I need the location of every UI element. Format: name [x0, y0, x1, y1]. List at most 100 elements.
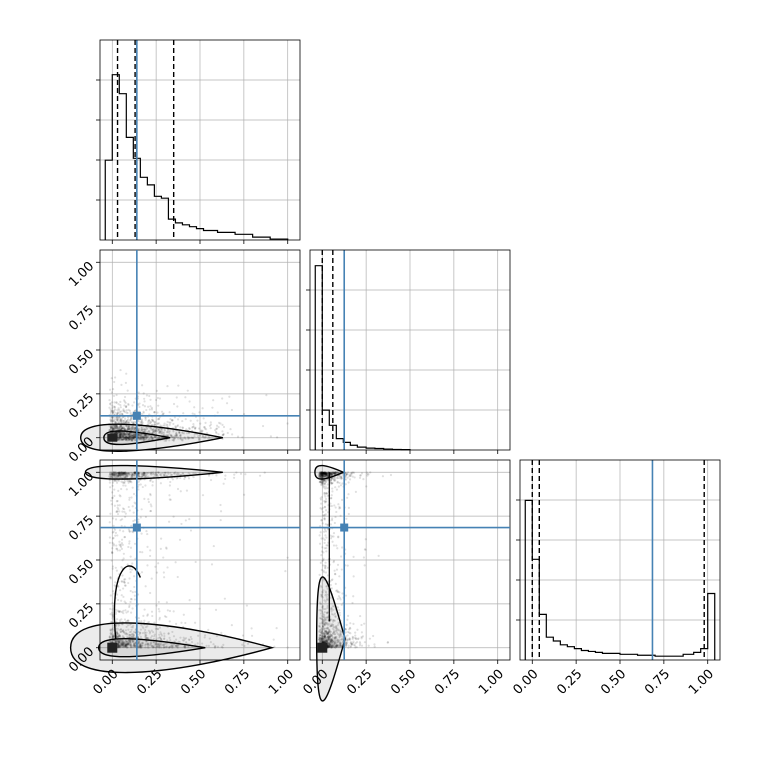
scatter-point	[143, 405, 147, 408]
scatter-point	[120, 420, 123, 423]
scatter-point	[111, 426, 115, 430]
scatter-point	[326, 544, 329, 547]
scatter-point	[113, 406, 116, 409]
scatter-point	[121, 435, 124, 438]
scatter-point	[339, 555, 343, 558]
scatter-point	[115, 431, 118, 435]
scatter-point	[142, 438, 145, 441]
scatter-point	[109, 411, 113, 414]
scatter-point	[215, 427, 218, 430]
scatter-point	[118, 431, 121, 434]
scatter-point	[131, 486, 134, 489]
scatter-point	[137, 433, 141, 437]
scatter-point	[128, 427, 131, 431]
y-tick-label: 1.00	[66, 259, 97, 290]
scatter-point	[143, 428, 146, 431]
scatter-point	[132, 519, 135, 523]
scatter-point	[326, 483, 329, 486]
scatter-point	[119, 435, 122, 438]
scatter-point	[116, 428, 119, 431]
scatter-point	[118, 431, 121, 434]
scatter-point	[272, 638, 275, 641]
scatter-point	[117, 610, 120, 613]
scatter-point	[184, 519, 187, 522]
scatter-point	[157, 427, 160, 431]
scatter-point	[128, 540, 131, 543]
scatter-point	[325, 480, 328, 483]
scatter-point	[149, 509, 152, 513]
scatter-point	[141, 428, 144, 431]
scatter-point	[122, 437, 125, 441]
scatter-point	[120, 412, 124, 415]
scatter-point	[188, 436, 191, 440]
scatter-point	[128, 480, 131, 483]
scatter-point	[110, 559, 113, 562]
scatter-point	[125, 435, 128, 438]
scatter-point	[360, 631, 364, 634]
scatter-point	[126, 411, 129, 415]
scatter-point	[114, 420, 117, 424]
scatter-point	[131, 437, 135, 440]
scatter-point	[145, 436, 148, 439]
scatter-point	[166, 431, 169, 434]
scatter-point	[125, 435, 128, 439]
scatter-point	[147, 430, 150, 433]
scatter-point	[108, 406, 111, 409]
scatter-point	[142, 430, 145, 433]
scatter-point	[204, 421, 207, 424]
scatter-point	[131, 433, 135, 437]
scatter-point	[125, 433, 129, 436]
scatter-point	[111, 481, 115, 484]
scatter-point	[258, 474, 262, 477]
scatter-point	[132, 434, 136, 437]
scatter-point	[156, 396, 160, 400]
scatter-point	[118, 434, 121, 437]
scatter-point	[331, 487, 334, 490]
scatter-point	[121, 427, 124, 430]
scatter-point	[203, 426, 206, 429]
scatter-point	[172, 422, 175, 426]
scatter-point	[170, 434, 174, 437]
scatter-point	[118, 408, 121, 411]
scatter-point	[117, 427, 121, 430]
scatter-point	[133, 401, 136, 404]
scatter-point	[197, 435, 200, 438]
scatter-point	[154, 429, 157, 432]
scatter-point	[111, 406, 114, 410]
scatter-point	[116, 427, 119, 430]
scatter-point	[128, 604, 131, 607]
scatter-point	[174, 426, 177, 429]
scatter-point	[322, 557, 325, 560]
scatter-point	[122, 409, 125, 412]
scatter-point	[148, 419, 151, 423]
scatter-point	[109, 402, 112, 405]
scatter-point	[146, 614, 149, 617]
x-tick-label: 0.50	[388, 667, 419, 698]
scatter-point	[131, 427, 134, 431]
scatter-point	[168, 421, 171, 424]
scatter-point	[175, 433, 178, 436]
scatter-point	[351, 635, 354, 638]
scatter-point	[144, 434, 147, 437]
scatter-point	[324, 509, 328, 512]
scatter-point	[166, 428, 170, 431]
scatter-point	[126, 425, 129, 428]
scatter-point	[144, 515, 148, 519]
scatter-point	[127, 434, 130, 437]
scatter-point	[132, 433, 136, 436]
scatter-point	[149, 479, 152, 483]
scatter-point	[121, 419, 124, 422]
scatter-point	[109, 607, 112, 610]
scatter-point	[121, 438, 124, 441]
scatter-point	[112, 411, 115, 414]
scatter-point	[111, 567, 114, 570]
scatter-point	[358, 644, 362, 647]
scatter-point	[150, 406, 153, 409]
scatter-point	[216, 411, 219, 414]
scatter-point	[138, 402, 141, 405]
scatter-point	[173, 437, 176, 440]
scatter-point	[123, 428, 126, 431]
scatter-point	[125, 611, 128, 614]
scatter-point	[115, 481, 119, 484]
scatter-point	[133, 435, 136, 439]
